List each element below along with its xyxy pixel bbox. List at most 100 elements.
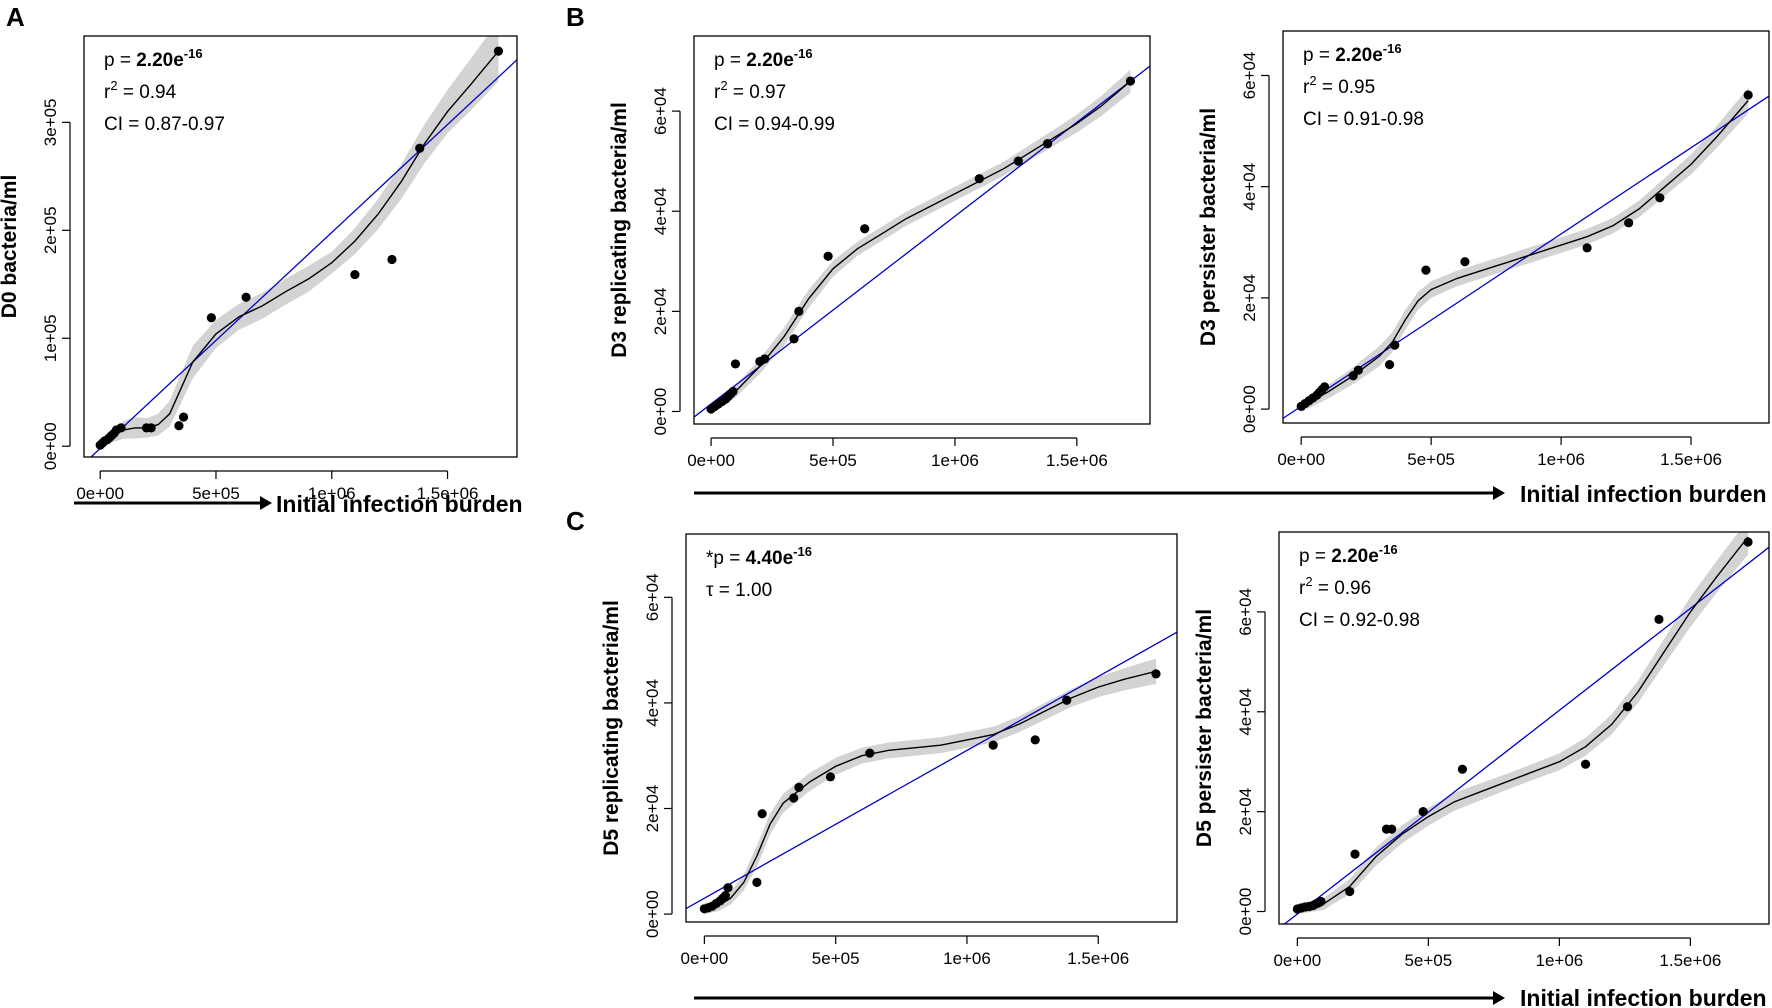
y-tick-label: 4e+04 xyxy=(1236,688,1255,736)
y-axis-title: D3 persister bacteria/ml xyxy=(1197,108,1220,346)
data-point xyxy=(794,782,804,792)
arrow-head-icon xyxy=(1493,991,1505,1005)
data-point xyxy=(178,412,189,422)
data-point xyxy=(1580,759,1591,769)
stat-line: r2 = 0.94 xyxy=(104,78,177,103)
x-tick-label: 1.5e+06 xyxy=(1046,451,1108,470)
plot-area xyxy=(1283,532,1769,924)
regression-line xyxy=(1283,546,1769,924)
regression-line xyxy=(89,59,517,457)
burden-label-a: Initial infection burden xyxy=(276,491,523,517)
plot-area xyxy=(89,36,517,457)
y-tick-label: 6e+04 xyxy=(643,573,662,621)
data-point xyxy=(206,313,216,323)
y-tick-label: 0e+00 xyxy=(1240,385,1259,433)
data-point xyxy=(1316,896,1326,907)
data-point xyxy=(752,877,762,888)
data-point xyxy=(1013,156,1023,166)
data-point xyxy=(146,423,156,433)
data-point xyxy=(174,421,184,431)
panel-d3-persister: 0e+00 5e+05 1e+06 1.5e+06 0e+00 2e+04 4e+04 6e+… xyxy=(1197,30,1770,469)
panel-d3-replicating: 0e+00 5e+05 1e+06 1.5e+06 0e+00 2e+04 4e+04 6e+… xyxy=(608,35,1151,470)
stat-line: p = 2.20e-16 xyxy=(1299,542,1398,567)
y-tick-label: 4e+04 xyxy=(651,187,670,235)
data-point xyxy=(789,334,799,344)
stat-line: CI = 0.92-0.98 xyxy=(1299,610,1420,631)
data-point xyxy=(1387,824,1397,834)
data-point xyxy=(988,740,998,750)
y-tick-label: 4e+04 xyxy=(1240,163,1259,211)
y-tick-label: 6e+04 xyxy=(1240,52,1259,100)
regression-line xyxy=(1283,95,1769,419)
data-point xyxy=(1654,614,1664,624)
y-tick-label: 2e+05 xyxy=(41,206,60,254)
data-point xyxy=(720,891,730,901)
plot-frame xyxy=(1282,30,1770,424)
stat-line: CI = 0.91-0.98 xyxy=(1303,109,1424,130)
x-tick-label: 0e+00 xyxy=(76,484,124,503)
data-point xyxy=(241,292,251,302)
x-tick-label: 1.5e+06 xyxy=(417,484,479,503)
y-tick-label: 0e+00 xyxy=(1236,888,1255,936)
stat-line: r2 = 0.95 xyxy=(1303,73,1375,98)
data-point xyxy=(1030,735,1040,745)
stat-line: CI = 0.94-0.99 xyxy=(714,114,835,135)
burden-label-b: Initial infection burden xyxy=(1520,481,1767,507)
y-tick-label: 6e+04 xyxy=(651,87,670,135)
y-axis-title: D0 bacteria/ml xyxy=(0,175,21,319)
x-tick-label: 5e+05 xyxy=(1404,951,1452,970)
data-point xyxy=(865,748,875,758)
confidence-band xyxy=(1301,87,1749,412)
y-tick-label: 3e+05 xyxy=(41,98,60,146)
x-tick-label: 0e+00 xyxy=(1273,951,1321,970)
arrow-head-icon xyxy=(1493,486,1505,500)
plot-frame xyxy=(1278,531,1770,925)
data-point xyxy=(794,306,804,316)
regression-line xyxy=(686,631,1177,910)
x-tick-label: 5e+05 xyxy=(809,451,857,470)
y-tick-label: 0e+00 xyxy=(643,890,662,938)
confidence-band xyxy=(704,658,1156,915)
data-point xyxy=(728,386,738,397)
data-point xyxy=(860,224,870,234)
data-point xyxy=(1319,382,1330,392)
data-point xyxy=(1460,257,1470,267)
stat-line: τ = 1.00 xyxy=(706,580,772,601)
data-point xyxy=(1125,76,1136,86)
y-tick-label: 6e+04 xyxy=(1236,588,1255,636)
plot-area xyxy=(694,65,1150,418)
data-point xyxy=(493,46,504,56)
data-point xyxy=(825,772,836,782)
stat-line: r2 = 0.96 xyxy=(1299,574,1371,599)
confidence-band xyxy=(100,36,499,447)
y-tick-label: 1e+05 xyxy=(41,314,60,362)
data-point xyxy=(1384,360,1395,370)
plot-frame xyxy=(83,35,518,458)
burden-arrow-b: Initial infection burden xyxy=(694,481,1767,507)
stat-line: CI = 0.87-0.97 xyxy=(104,114,225,135)
data-point xyxy=(1345,886,1355,897)
burden-label-c: Initial infection burden xyxy=(1520,985,1767,1008)
stat-line: *p = 4.40e-16 xyxy=(706,544,812,569)
x-tick-label: 1e+06 xyxy=(1535,951,1583,970)
data-point xyxy=(789,793,799,803)
data-point xyxy=(823,251,833,261)
stat-line: p = 2.20e-16 xyxy=(714,46,813,71)
data-point xyxy=(757,809,767,819)
data-point xyxy=(1624,218,1634,228)
x-tick-label: 1e+06 xyxy=(1537,450,1585,469)
smooth-curve xyxy=(710,80,1131,410)
x-tick-label: 5e+05 xyxy=(812,949,860,968)
y-tick-label: 2e+04 xyxy=(1236,788,1255,836)
x-tick-label: 1.5e+06 xyxy=(1660,450,1722,469)
panel-letter-b: B xyxy=(566,2,585,32)
panel-d0-bacteria: 0e+00 5e+05 1e+06 1.5e+06 0e+00 1e+05 2e+05 3e+… xyxy=(0,35,518,503)
data-point xyxy=(1622,702,1633,712)
data-point xyxy=(387,254,397,265)
plot-area xyxy=(1283,87,1769,419)
y-tick-label: 2e+04 xyxy=(643,785,662,833)
x-tick-label: 0e+00 xyxy=(1277,450,1325,469)
x-tick-label: 0e+00 xyxy=(687,451,735,470)
plot-frame xyxy=(693,35,1151,425)
